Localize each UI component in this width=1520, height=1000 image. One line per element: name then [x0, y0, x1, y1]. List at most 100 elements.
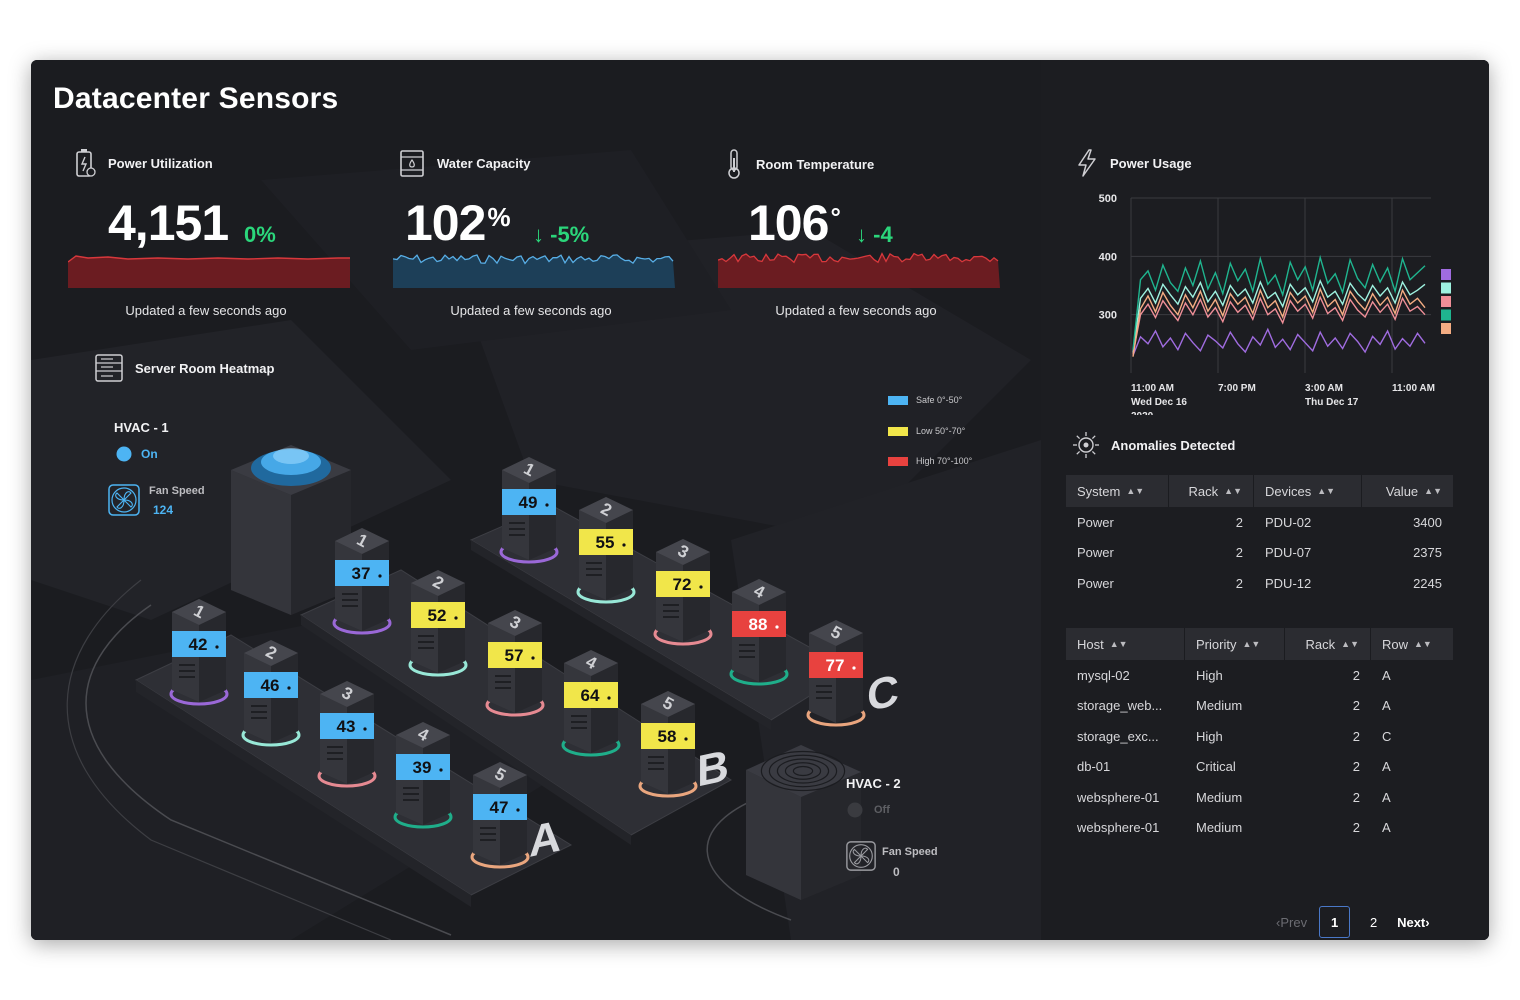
- column-header-system[interactable]: System ▲▼: [1066, 475, 1169, 507]
- table-row[interactable]: Power 2 PDU-02 3400: [1066, 507, 1453, 538]
- room-temperature-value: 106°: [748, 195, 841, 251]
- hvac2-status-dot[interactable]: [846, 801, 864, 819]
- server-A3[interactable]: 343: [317, 681, 377, 788]
- temp-badge: [172, 631, 226, 657]
- legend-swatch: [1441, 323, 1451, 334]
- table-cell: PDU-12: [1265, 575, 1312, 591]
- server-B5[interactable]: 558: [638, 691, 698, 798]
- legend-swatch: [888, 456, 908, 466]
- server-C1[interactable]: 149: [499, 457, 559, 564]
- table-row[interactable]: mysql-02 High 2 A: [1066, 660, 1453, 691]
- table-row[interactable]: websphere-01 Medium 2 A: [1066, 813, 1453, 844]
- sort-icon: ▲▼: [1424, 486, 1442, 496]
- table-row[interactable]: db-01 Critical 2 A: [1066, 752, 1453, 783]
- table-cell: 3400: [1413, 514, 1442, 530]
- temp-value: 72: [673, 575, 692, 594]
- table-cell: Power: [1077, 514, 1114, 530]
- table-cell: A: [1382, 698, 1391, 714]
- prev-page-button[interactable]: ‹Prev: [1276, 914, 1308, 930]
- sort-icon: ▲▼: [1414, 639, 1432, 649]
- x-tick-label: 11:00 AM: [1131, 383, 1174, 394]
- x-tick-label: Wed Dec 16: [1131, 397, 1187, 408]
- temp-value: 47: [490, 798, 509, 817]
- server-C5[interactable]: 577: [806, 620, 866, 727]
- table-cell: 2: [1235, 514, 1243, 530]
- column-header-rack[interactable]: Rack ▲▼: [1169, 475, 1254, 507]
- table-row[interactable]: storage_web... Medium 2 A: [1066, 691, 1453, 722]
- dashboard-window: Datacenter Sensors Power Utilization 4,1…: [31, 60, 1489, 940]
- legend-swatch: [1441, 282, 1451, 294]
- legend-swatch: [1441, 269, 1451, 280]
- server-C2[interactable]: 255: [576, 497, 636, 604]
- table-cell: Medium: [1196, 789, 1243, 805]
- table-cell: websphere-01: [1077, 789, 1160, 805]
- page-1-button[interactable]: 1: [1319, 906, 1351, 938]
- hvac2-label: HVAC - 2: [846, 776, 901, 791]
- series-line-1: [1132, 327, 1426, 356]
- room-temperature-sparkline: [718, 252, 1000, 288]
- temp-badge: [411, 602, 465, 628]
- hvac1-status: On: [141, 447, 158, 461]
- legend-safe: Safe 0°-50°: [888, 395, 962, 405]
- page-2-button[interactable]: 2: [1369, 914, 1378, 930]
- power-utilization-delta: 0%: [244, 222, 276, 247]
- server-B4[interactable]: 464: [561, 650, 621, 757]
- temp-badge: [488, 642, 542, 668]
- server-C3[interactable]: 372: [653, 539, 713, 646]
- table-cell: db-01: [1077, 759, 1111, 775]
- server-A2[interactable]: 246: [241, 640, 301, 747]
- battery-icon: [76, 149, 96, 177]
- column-header-row[interactable]: Row ▲▼: [1382, 636, 1432, 652]
- table-cell: Medium: [1196, 698, 1243, 714]
- server-A4[interactable]: 439: [393, 722, 453, 829]
- temp-value: 77: [826, 656, 845, 675]
- fan-icon: [108, 484, 140, 516]
- legend-high: High 70°-100°: [888, 456, 972, 466]
- x-tick-label: 2020: [1131, 411, 1154, 415]
- temp-badge: [656, 571, 710, 597]
- column-header-value[interactable]: Value ▲▼: [1385, 483, 1442, 499]
- column-header-priority[interactable]: Priority ▲▼: [1185, 628, 1285, 660]
- temp-value: 43: [337, 717, 356, 736]
- table-row[interactable]: websphere-01 Medium 2 A: [1066, 782, 1453, 813]
- power-usage-header: Power Usage: [1074, 148, 1192, 178]
- temp-value: 46: [261, 676, 280, 695]
- table-row[interactable]: Power 2 PDU-12 2245: [1066, 568, 1453, 599]
- table-cell: PDU-07: [1265, 545, 1312, 561]
- temp-badge: [473, 794, 527, 820]
- table-header: System ▲▼ Rack ▲▼ Devices ▲▼ Value ▲▼: [1066, 475, 1453, 507]
- x-tick-label: 11:00 AM: [1392, 383, 1435, 394]
- server-C4[interactable]: 488: [729, 579, 789, 686]
- column-header-rack[interactable]: Rack ▲▼: [1285, 628, 1371, 660]
- legend-low: Low 50°-70°: [888, 426, 965, 436]
- y-tick-label: 300: [1099, 310, 1117, 322]
- server-A1[interactable]: 142: [169, 599, 229, 706]
- table-cell: Power: [1077, 575, 1114, 591]
- hvac1-status-dot[interactable]: [115, 445, 133, 463]
- anomalies-title: Anomalies Detected: [1111, 437, 1236, 453]
- table-cell: 2245: [1413, 575, 1442, 591]
- table-cell: Power: [1077, 545, 1114, 561]
- column-header-devices[interactable]: Devices ▲▼: [1254, 475, 1362, 507]
- pagination: ‹Prev 1 2 Next›: [1276, 906, 1430, 938]
- temp-value: 88: [749, 615, 768, 634]
- card-title: Power Utilization: [108, 155, 213, 171]
- table-cell: 2: [1352, 698, 1360, 714]
- lightning-icon: [1078, 149, 1096, 177]
- server-B3[interactable]: 357: [485, 610, 545, 717]
- sort-icon: ▲▼: [1341, 639, 1359, 649]
- temp-badge: [809, 652, 863, 678]
- temp-value: 57: [505, 646, 524, 665]
- server-B2[interactable]: 252: [408, 570, 468, 677]
- table-cell: High: [1196, 728, 1223, 744]
- series-line-5: [1132, 287, 1426, 357]
- server-A5[interactable]: 547: [470, 762, 530, 869]
- column-header-host[interactable]: Host ▲▼: [1066, 628, 1185, 660]
- table-row[interactable]: Power 2 PDU-07 2375: [1066, 538, 1453, 569]
- table-row[interactable]: storage_exc... High 2 C: [1066, 721, 1453, 752]
- server-B1[interactable]: 137: [332, 528, 392, 635]
- table-cell: 2: [1352, 820, 1360, 836]
- temp-badge: [502, 489, 556, 515]
- next-page-button[interactable]: Next›: [1397, 914, 1430, 930]
